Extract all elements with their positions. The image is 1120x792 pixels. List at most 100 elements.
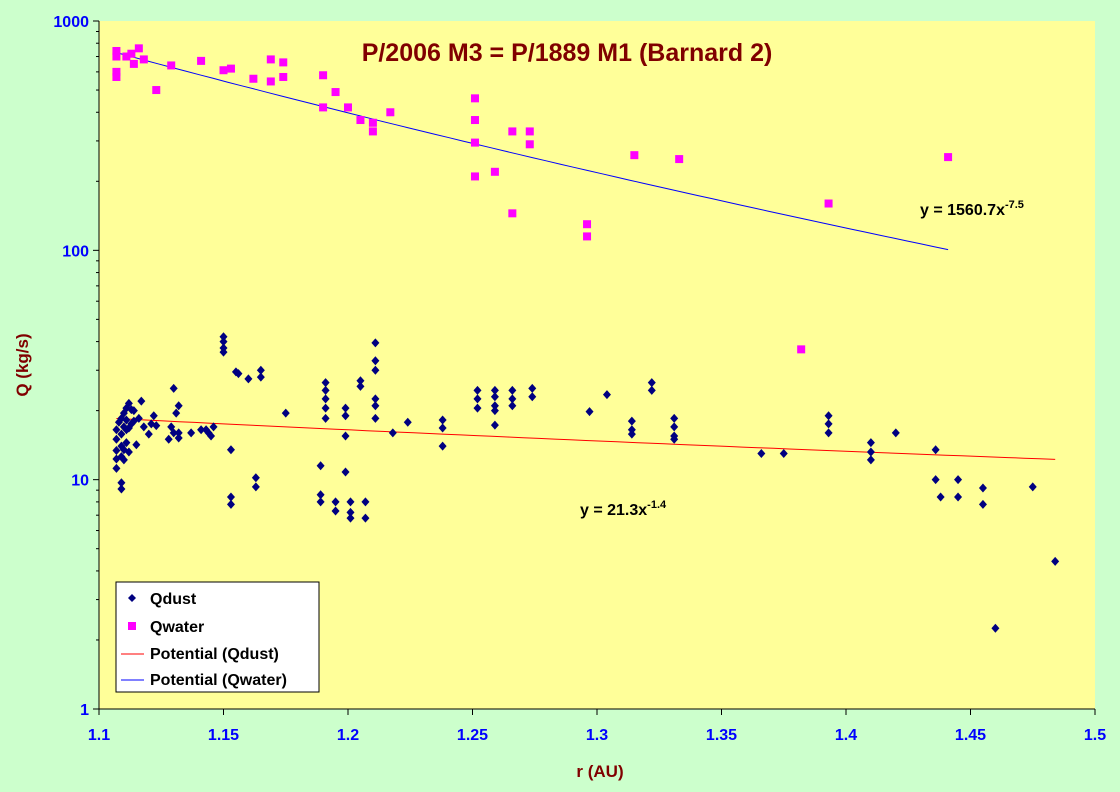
qwater-point (583, 220, 592, 229)
qdust-point (256, 365, 265, 375)
qdust-point (1051, 556, 1060, 566)
qdust-point (331, 497, 340, 507)
qdust-point (219, 347, 228, 357)
qwater-point (127, 49, 136, 58)
qdust-point (585, 407, 594, 417)
qdust-point (824, 411, 833, 421)
qdust-point (779, 449, 788, 459)
chart-marks (112, 44, 1060, 633)
qwater-point (219, 66, 228, 75)
qdust-point (341, 403, 350, 413)
qwater-point (249, 74, 258, 83)
qdust-point (117, 478, 126, 488)
qwater-point (112, 52, 121, 61)
qdust-point (361, 513, 370, 523)
qwater-point (525, 140, 534, 149)
qdust-point (346, 513, 355, 523)
qdust-point (866, 438, 875, 448)
qdust-point (112, 434, 121, 444)
chart-title: P/2006 M3 = P/1889 M1 (Barnard 2) (362, 39, 773, 67)
qdust-point (321, 394, 330, 404)
qwater-point (470, 94, 479, 103)
water-trend-equation: y = 1560.7x-7.5 (920, 199, 1024, 219)
qdust-point (144, 429, 153, 439)
qdust-point (371, 365, 380, 375)
qdust-point (936, 492, 945, 502)
qdust-point (219, 332, 228, 342)
qdust-point (139, 422, 148, 432)
qdust-point (371, 338, 380, 348)
qdust-point (627, 416, 636, 426)
qdust-point (403, 417, 412, 427)
qdust-point (174, 433, 183, 443)
qwater-point (356, 116, 365, 125)
qwater-point (368, 118, 377, 127)
qdust-point (473, 394, 482, 404)
qdust-point (824, 419, 833, 429)
qdust-point (316, 497, 325, 507)
qdust-point (251, 473, 260, 483)
qwater-point (279, 72, 288, 81)
x-tick-label: 1.15 (208, 727, 239, 744)
qwater-point (470, 116, 479, 125)
qdust-point (124, 398, 133, 408)
qdust-point (164, 434, 173, 444)
qdust-point (371, 356, 380, 366)
qwater-point (134, 44, 143, 53)
qdust-point (508, 394, 517, 404)
qwater-point (112, 46, 121, 55)
qdust-point (991, 623, 1000, 633)
qdust-point (931, 475, 940, 485)
qwater-point (279, 58, 288, 67)
qwater-point (386, 108, 395, 117)
qwater-point (675, 155, 684, 164)
qwater-point (508, 209, 517, 218)
x-tick-label: 1.5 (1084, 727, 1106, 744)
qdust-point (473, 385, 482, 395)
qdust-point (371, 413, 380, 423)
legend-water-trend-label: Potential (Qwater) (150, 672, 287, 689)
x-tick-label: 1.4 (835, 727, 857, 744)
qwater-point (944, 153, 953, 162)
qdust-point (112, 446, 121, 456)
qwater-point (167, 61, 176, 70)
qdust-point (207, 431, 216, 441)
qdust-point (647, 378, 656, 388)
qdust-point (627, 429, 636, 439)
qdust-point (129, 406, 138, 416)
legend-qdust-marker (128, 594, 136, 602)
qdust-point (124, 447, 133, 457)
qwater-point (470, 138, 479, 147)
qdust-point (174, 401, 183, 411)
qdust-point (438, 423, 447, 433)
qdust-point (490, 385, 499, 395)
y-axis-label: Q (kg/s) (13, 333, 32, 396)
qdust-point (219, 337, 228, 347)
qdust-point (490, 406, 499, 416)
qdust-point (954, 475, 963, 485)
qdust-point (134, 413, 143, 423)
qdust-point (321, 385, 330, 395)
qwater-point (112, 72, 121, 81)
qdust-point (528, 392, 537, 402)
qdust-point (321, 413, 330, 423)
qwater-point (152, 86, 161, 95)
qdust-point (197, 425, 206, 435)
qdust-point (117, 429, 126, 439)
qdust-point (866, 447, 875, 457)
qdust-point (824, 428, 833, 438)
qdust-point (388, 428, 397, 438)
x-axis-label: r (AU) (576, 762, 623, 781)
qdust-point (371, 401, 380, 411)
qdust-point (757, 449, 766, 459)
qwater-point (319, 103, 328, 112)
legend-dust-trend-label: Potential (Qdust) (150, 646, 279, 663)
qwater-point (344, 103, 352, 112)
qdust-point (152, 421, 161, 431)
qdust-point (117, 484, 126, 494)
qdust-point (119, 455, 128, 465)
qdust-point (234, 369, 243, 379)
qdust-point (508, 385, 517, 395)
dust-trend-equation: y = 21.3x-1.4 (580, 499, 667, 519)
